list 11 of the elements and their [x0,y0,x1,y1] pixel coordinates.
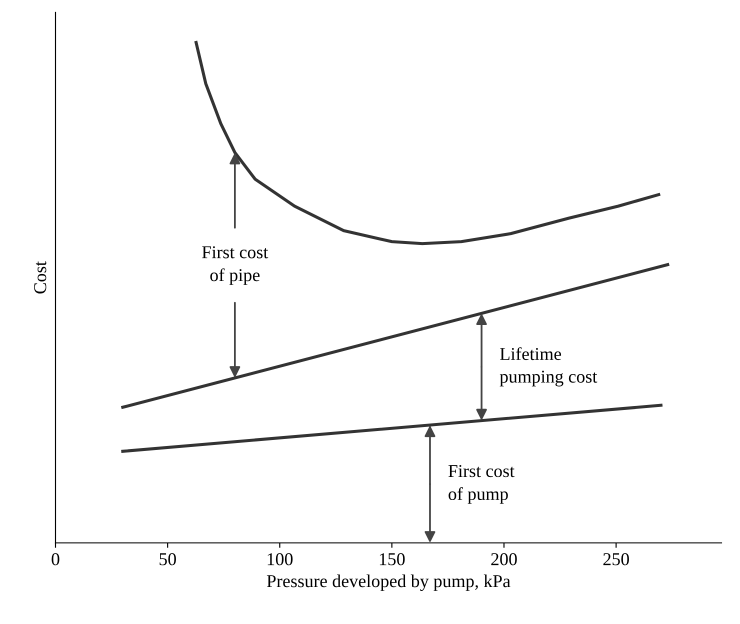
x-tick-label: 50 [160,553,176,566]
x-axis-title: Pressure developed by pump, kPa [266,574,510,591]
x-tick-label: 0 [52,553,60,566]
x-tick-label: 150 [380,553,405,566]
x-tick-label: 200 [491,553,517,566]
annotation: First cost of pipe [202,246,268,285]
annotation: Lifetime pumping cost [500,347,598,386]
x-tick-label: 250 [603,553,629,566]
annotation: First cost of pump [448,465,515,504]
x-tick-label: 100 [268,553,293,566]
y-axis-title: Cost [34,261,46,294]
